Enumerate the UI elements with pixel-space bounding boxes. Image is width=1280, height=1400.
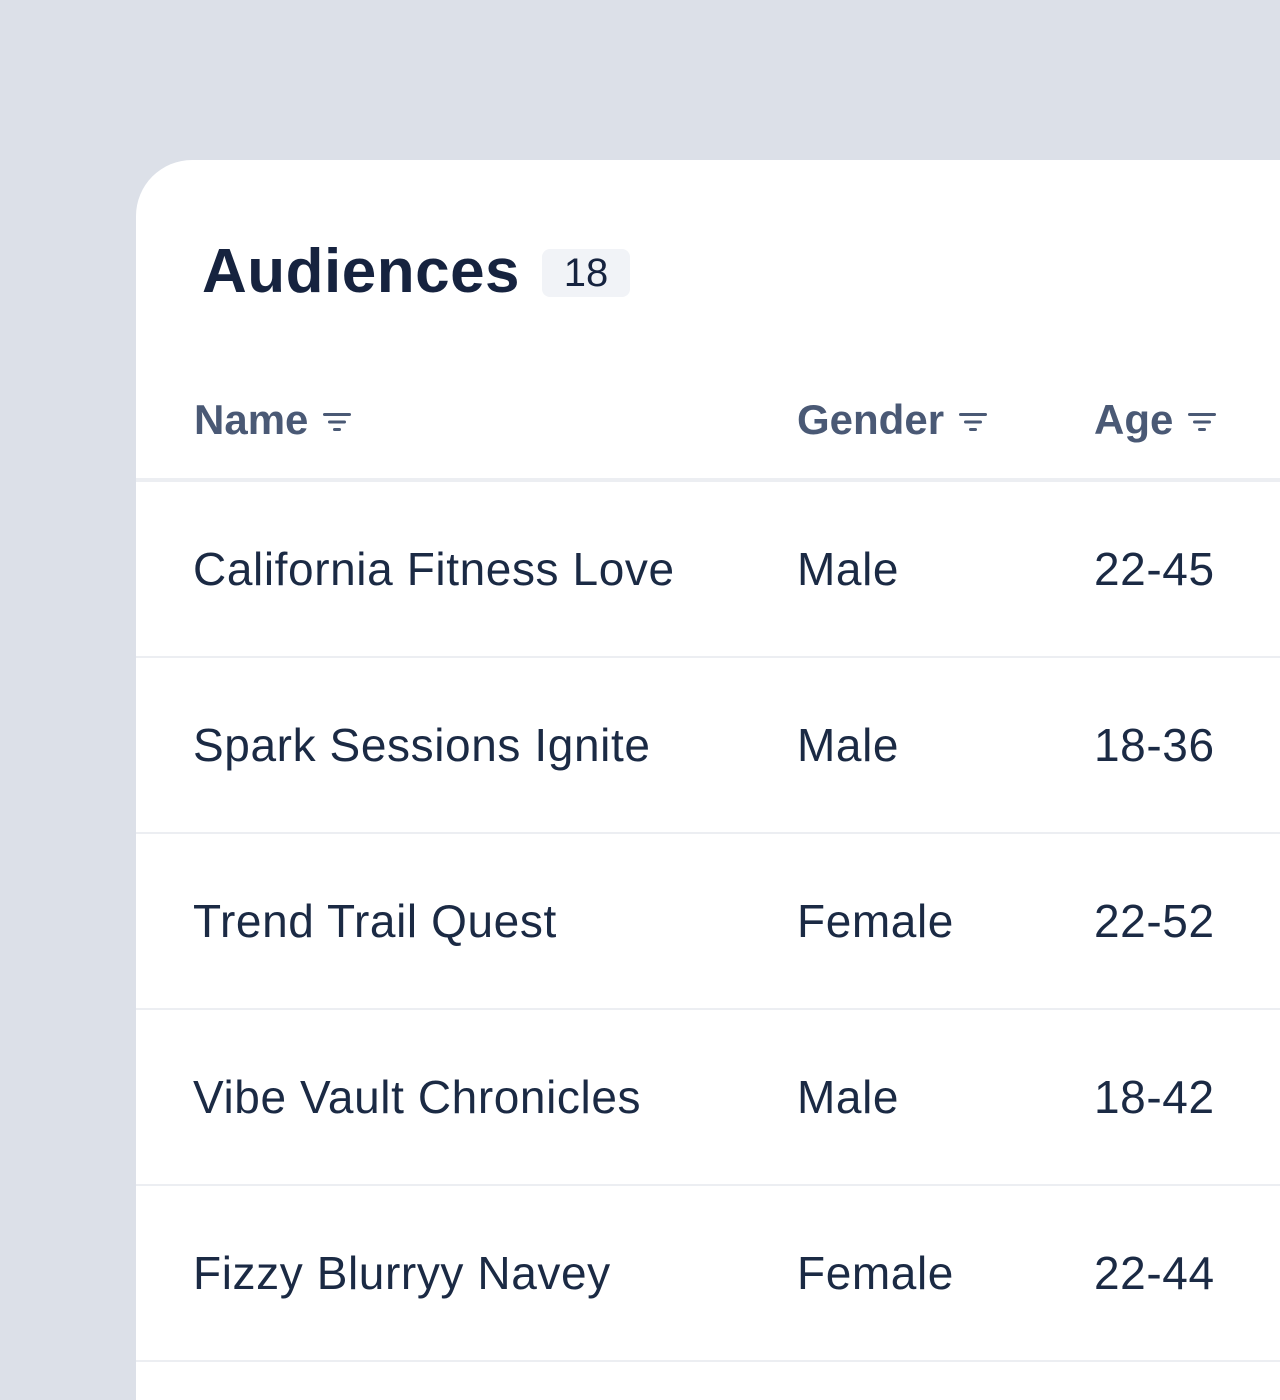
table-row[interactable]: California Fitness Love Male 22-45: [136, 482, 1280, 658]
cell-gender: Male: [797, 543, 900, 595]
cell-name: Trend Trail Quest: [193, 895, 557, 947]
cell-name: Spark Sessions Ignite: [193, 719, 651, 771]
table-row[interactable]: Vibe Vault Chronicles Male 18-42: [136, 1010, 1280, 1186]
column-header-name-label: Name: [194, 396, 309, 443]
cell-name: Fizzy Blurryy Navey: [193, 1247, 611, 1299]
filter-icon[interactable]: [1187, 411, 1217, 433]
cell-gender: Female: [797, 1247, 954, 1299]
audiences-panel: Audiences 18 Name Gender: [136, 160, 1280, 1400]
page-title: Audiences: [202, 236, 521, 306]
column-header-gender-label: Gender: [797, 396, 945, 443]
table-row[interactable]: Fizzy Blurryy Navey Female 22-44: [136, 1186, 1280, 1362]
column-header-age-label: Age: [1094, 396, 1174, 443]
cell-name: California Fitness Love: [193, 543, 675, 595]
cell-age: 22-44: [1094, 1247, 1215, 1299]
panel-header: Audiences 18: [202, 236, 631, 306]
cell-age: 18-42: [1094, 1071, 1215, 1123]
cell-age: 22-52: [1094, 895, 1215, 947]
cell-age: 22-45: [1094, 543, 1215, 595]
count-badge: 18: [542, 249, 631, 297]
table-row[interactable]: Spark Sessions Ignite Male 18-36: [136, 658, 1280, 834]
filter-icon[interactable]: [958, 411, 988, 433]
cell-age: 18-36: [1094, 719, 1215, 771]
cell-gender: Male: [797, 719, 900, 771]
column-header-name[interactable]: Name: [194, 362, 352, 478]
column-header-gender[interactable]: Gender: [797, 362, 988, 478]
audiences-table: Name Gender: [136, 362, 1280, 1362]
filter-icon[interactable]: [322, 411, 352, 433]
table-row[interactable]: Trend Trail Quest Female 22-52: [136, 834, 1280, 1010]
cell-gender: Female: [797, 895, 954, 947]
column-header-age[interactable]: Age: [1094, 362, 1217, 478]
cell-gender: Male: [797, 1071, 900, 1123]
cell-name: Vibe Vault Chronicles: [193, 1071, 642, 1123]
table-header-row: Name Gender: [136, 362, 1280, 482]
